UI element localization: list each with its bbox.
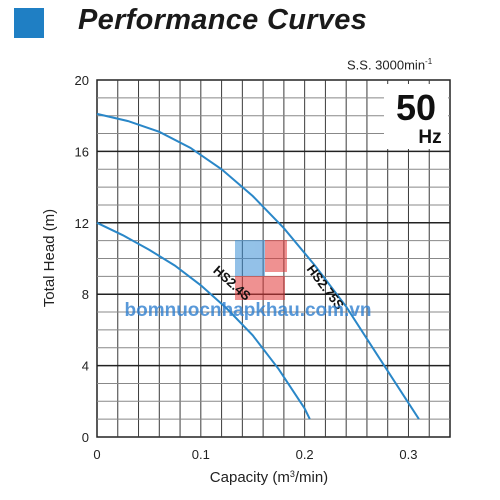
tick-labels: 0 4 8 12 16 20 0 0.1 0.2 0.3 <box>75 73 418 462</box>
series-line-hs275s <box>96 112 420 420</box>
y-tick-label: 8 <box>82 287 89 302</box>
x-tick-label: 0.2 <box>296 447 314 462</box>
y-tick-label: 16 <box>75 144 89 159</box>
chart-title: Performance Curves <box>78 4 368 36</box>
y-axis-label: Total Head (m) <box>41 209 58 307</box>
x-axis-label: Capacity (m3/min) <box>210 469 328 486</box>
y-tick-label: 20 <box>75 73 89 88</box>
frequency-value: 50 <box>396 87 436 128</box>
x-tick-label: 0 <box>93 447 100 462</box>
y-tick-label: 0 <box>82 430 89 445</box>
frequency-badge <box>384 84 448 149</box>
y-tick-label: 12 <box>75 216 89 231</box>
x-tick-label: 0.1 <box>192 447 210 462</box>
x-axis-label-exponent: 3 <box>290 469 295 479</box>
series-line-hs24s <box>96 221 311 420</box>
y-tick-label: 4 <box>82 359 89 374</box>
title-accent-square <box>14 8 44 38</box>
x-axis-label-text: Capacity (m <box>210 469 290 486</box>
speed-label: S.S. 3000min-1 <box>347 57 432 72</box>
speed-label-exponent: -1 <box>425 57 433 66</box>
watermark-text: bomnuocnhapkhau.com.vn <box>124 300 371 321</box>
speed-label-text: S.S. 3000min <box>347 57 426 73</box>
frequency-unit: Hz <box>418 127 441 148</box>
watermark-logo <box>235 240 287 300</box>
x-tick-label: 0.3 <box>399 447 417 462</box>
x-axis-label-tail: /min) <box>295 469 328 486</box>
